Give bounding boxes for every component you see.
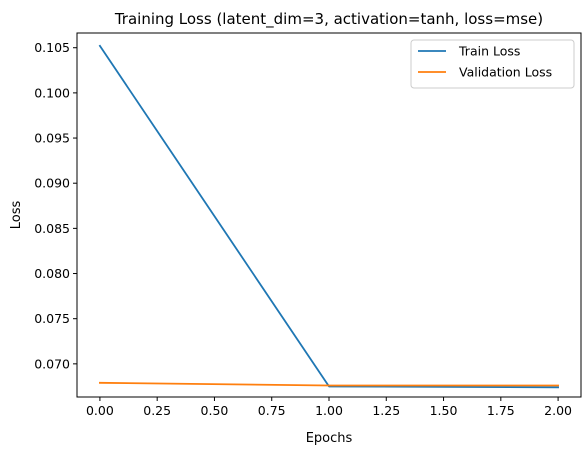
y-axis-title: Loss: [9, 201, 24, 230]
y-tick-label: 0.080: [34, 266, 70, 281]
y-tick-label: 0.100: [34, 85, 70, 100]
x-tick-label: 2.00: [544, 403, 572, 418]
y-tick-label: 0.075: [34, 311, 70, 326]
x-axis-ticks: 0.00 0.25 0.50 0.75 1.00 1.25 1.50 1.75 2.00: [86, 397, 572, 418]
chart-title: Training Loss (latent_dim=3, activation=…: [114, 10, 543, 29]
y-tick-label: 0.105: [34, 40, 70, 55]
x-tick-label: 1.50: [430, 403, 458, 418]
series-line-validation-loss: [98, 381, 559, 387]
legend: Train Loss Validation Loss: [410, 39, 575, 89]
series-line-train-loss: [98, 44, 559, 389]
y-tick-label: 0.085: [34, 221, 70, 236]
y-tick-label: 0.095: [34, 131, 70, 146]
x-tick-label: 0.75: [258, 403, 286, 418]
x-tick-label: 0.50: [201, 403, 229, 418]
legend-label-train-loss: Train Loss: [458, 44, 520, 59]
x-tick-label: 1.25: [372, 403, 400, 418]
y-tick-label: 0.090: [34, 176, 70, 191]
x-axis-title: Epochs: [306, 431, 353, 446]
plot-marks: [98, 44, 559, 389]
x-tick-label: 0.00: [86, 403, 114, 418]
x-tick-label: 1.00: [315, 403, 343, 418]
x-tick-label: 1.75: [487, 403, 515, 418]
legend-label-validation-loss: Validation Loss: [459, 65, 552, 80]
y-axis-ticks: 0.070 0.075 0.080 0.085 0.090 0.095 0.100 0.105: [34, 40, 77, 371]
y-tick-label: 0.070: [34, 356, 70, 371]
x-tick-label: 0.25: [143, 403, 171, 418]
legend-box: [410, 39, 575, 89]
